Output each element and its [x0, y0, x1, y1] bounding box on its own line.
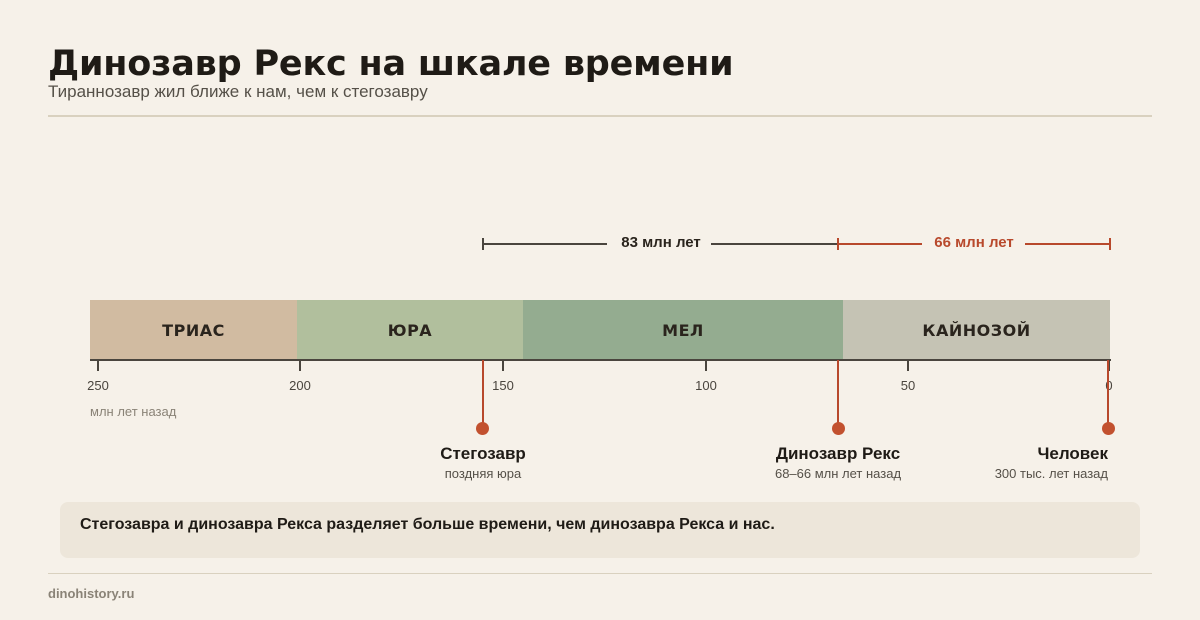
tick-label-100: 100 — [695, 378, 717, 393]
era-cretaceous: МЕЛ — [523, 300, 843, 360]
source-link[interactable]: dinohistory.ru — [48, 586, 135, 601]
era-jurassic: ЮРА — [297, 300, 523, 360]
axis-tick — [502, 361, 504, 371]
page-title: Динозавр Рекс на шкале времени — [48, 44, 734, 84]
axis-tick — [299, 361, 301, 371]
header-divider — [48, 115, 1152, 117]
human-marker-line — [1107, 360, 1109, 428]
tick-label-250: 250 — [87, 378, 109, 393]
era-triassic: ТРИАС — [90, 300, 297, 360]
axis-tick — [1108, 361, 1110, 371]
trex-marker-dot — [832, 422, 845, 435]
footer-divider — [48, 573, 1152, 574]
era-cenozoic: КАЙНОЗОЙ — [843, 300, 1110, 360]
species-name-trex: Динозавр Рекс — [775, 444, 901, 463]
axis-tick — [705, 361, 707, 371]
human-marker-dot — [1102, 422, 1115, 435]
span-label-66: 66 млн лет — [934, 234, 1014, 251]
species-note-trex: 68–66 млн лет назад — [774, 466, 902, 481]
stegosaurus-marker-line — [482, 360, 484, 428]
callout-text: Стегозавра и динозавра Рекса разделяет б… — [80, 516, 775, 533]
trex-marker-line — [837, 360, 839, 428]
time-axis — [90, 359, 1111, 361]
tick-label-0: 0 — [1105, 378, 1113, 393]
species-note-stegosaurus: поздняя юра — [444, 466, 522, 481]
species-name-stegosaurus: Стегозавр — [440, 444, 526, 463]
axis-tick — [907, 361, 909, 371]
callout-box: Стегозавра и динозавра Рекса разделяет б… — [60, 502, 1140, 558]
tick-label-200: 200 — [289, 378, 311, 393]
tick-label-50: 50 — [900, 378, 916, 393]
tick-label-150: 150 — [492, 378, 514, 393]
axis-unit-label: млн лет назад — [90, 404, 177, 419]
stegosaurus-marker-dot — [476, 422, 489, 435]
page-subtitle: Тираннозавр жил ближе к нам, чем к стего… — [48, 82, 428, 101]
span-label-83: 83 млн лет — [621, 234, 701, 251]
span-bracket-trex-human — [837, 238, 1111, 250]
species-name-human: Человек — [1037, 444, 1108, 463]
axis-tick — [97, 361, 99, 371]
species-note-human: 300 тыс. лет назад — [994, 466, 1108, 481]
